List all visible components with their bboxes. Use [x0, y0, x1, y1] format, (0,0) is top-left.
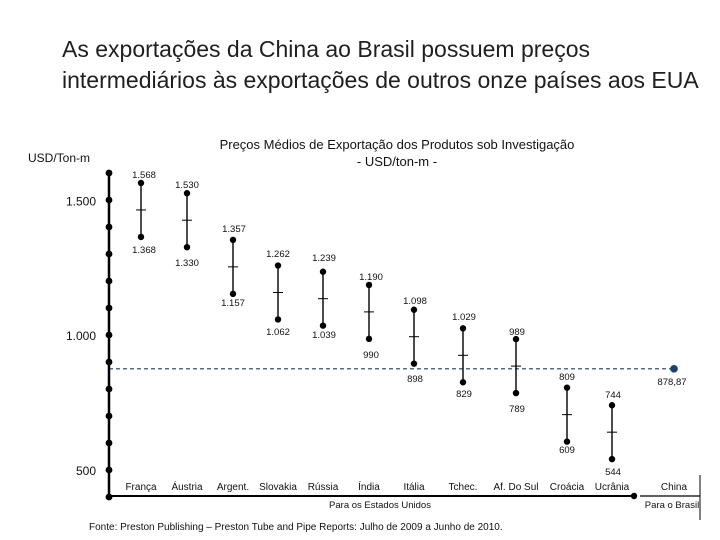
lower-value-label: 1.062	[266, 327, 290, 338]
category-label: Af. Do Sul	[493, 482, 538, 493]
range-high-point	[229, 236, 237, 244]
range-low-point	[319, 322, 327, 329]
y-tick-label: 1.000	[66, 329, 96, 343]
group-label-us: Para os Estados Unidos	[329, 500, 431, 511]
range-low-point	[410, 360, 418, 367]
lower-value-label: 1.157	[221, 298, 245, 309]
chart-title-line-2: - USD/ton-m -	[357, 154, 437, 169]
y-axis-label: USD/Ton-m	[28, 151, 90, 165]
y-axis-dot	[105, 304, 113, 312]
lower-value-label: 789	[509, 404, 525, 415]
upper-value-label: 1.262	[266, 249, 290, 260]
lower-value-label: 1.330	[175, 258, 199, 269]
category-label: Ucrânia	[595, 482, 630, 493]
group-label-brasil: Para o Brasil	[645, 500, 699, 511]
y-axis-dot	[105, 169, 113, 177]
range-high-point	[137, 179, 145, 187]
range-low-point	[365, 335, 373, 343]
y-axis-dot	[105, 277, 113, 285]
range-high-point	[365, 281, 373, 289]
china-value-label: 878,87	[657, 377, 686, 388]
y-axis-dot	[105, 250, 113, 258]
y-axis-dot	[105, 331, 113, 339]
y-axis-dot	[105, 223, 113, 231]
slide-title: As exportações da China ao Brasil possue…	[62, 36, 699, 93]
category-label: Áustria	[171, 480, 203, 493]
range-high-point	[512, 335, 520, 343]
group-axis-dot	[630, 492, 638, 500]
category-label: Índia	[358, 480, 380, 493]
range-low-point	[608, 455, 616, 463]
y-axis-dot	[105, 439, 113, 447]
source-note: Fonte: Preston Publishing – Preston Tube…	[89, 522, 503, 533]
lower-value-label: 544	[605, 467, 621, 478]
y-axis-dot	[105, 466, 113, 474]
upper-value-label: 1.530	[175, 180, 199, 191]
chart-title-line-1: Preços Médios de Exportação dos Produtos…	[220, 137, 575, 152]
range-high-point	[410, 306, 418, 313]
upper-value-label: 1.190	[359, 272, 383, 283]
range-low-point	[137, 233, 145, 241]
upper-value-label: 989	[509, 327, 525, 338]
range-low-point	[512, 389, 520, 397]
range-high-point	[319, 268, 327, 275]
category-label: Itália	[403, 482, 425, 493]
upper-value-label: 1.357	[222, 224, 246, 235]
category-label: China	[661, 482, 688, 493]
category-label: Croácia	[550, 482, 585, 493]
range-low-point	[229, 290, 237, 298]
lower-value-label: 829	[456, 389, 472, 400]
range-high-point	[563, 384, 571, 391]
lower-value-label: 898	[407, 374, 423, 385]
upper-value-label: 809	[559, 372, 575, 383]
category-label: Rússia	[308, 482, 339, 493]
range-low-point	[183, 243, 191, 251]
range-high-point	[274, 262, 282, 269]
category-label: França	[125, 482, 157, 493]
range-low-point	[274, 316, 282, 323]
range-high-point	[608, 402, 616, 409]
lower-value-label: 1.368	[132, 245, 156, 256]
range-low-point	[459, 379, 467, 386]
y-axis-dot	[105, 358, 113, 366]
range-bars-layer: 1.568 1.530 1.357 1.262 1.239 1.190 1.098 1.029…	[132, 170, 686, 478]
y-tick-label: 500	[76, 464, 96, 478]
upper-value-label: 744	[605, 390, 621, 401]
upper-value-label: 1.239	[312, 253, 336, 264]
y-tick-label: 1.500	[66, 194, 96, 208]
y-axis-dot	[105, 196, 113, 204]
lower-value-label: 1.039	[312, 330, 336, 341]
upper-value-label: 1.098	[403, 296, 427, 307]
china-point	[670, 365, 678, 373]
range-high-point	[183, 190, 191, 197]
category-label: Tchec.	[449, 482, 478, 493]
upper-value-label: 1.029	[452, 312, 476, 323]
upper-value-label: 1.568	[132, 170, 156, 181]
lower-value-label: 609	[559, 445, 575, 456]
lower-value-label: 990	[363, 350, 379, 361]
range-high-point	[459, 325, 467, 332]
range-low-point	[563, 438, 571, 445]
axis-layer: 500 1.000 1.500	[66, 169, 113, 501]
y-axis-dot	[105, 385, 113, 393]
group-axis-layer: França Áustria Argent. Slovakia Rússia Índia I…	[109, 475, 701, 520]
category-label: Slovakia	[259, 482, 297, 493]
category-label: Argent.	[217, 482, 249, 493]
y-axis-dot	[105, 412, 113, 420]
